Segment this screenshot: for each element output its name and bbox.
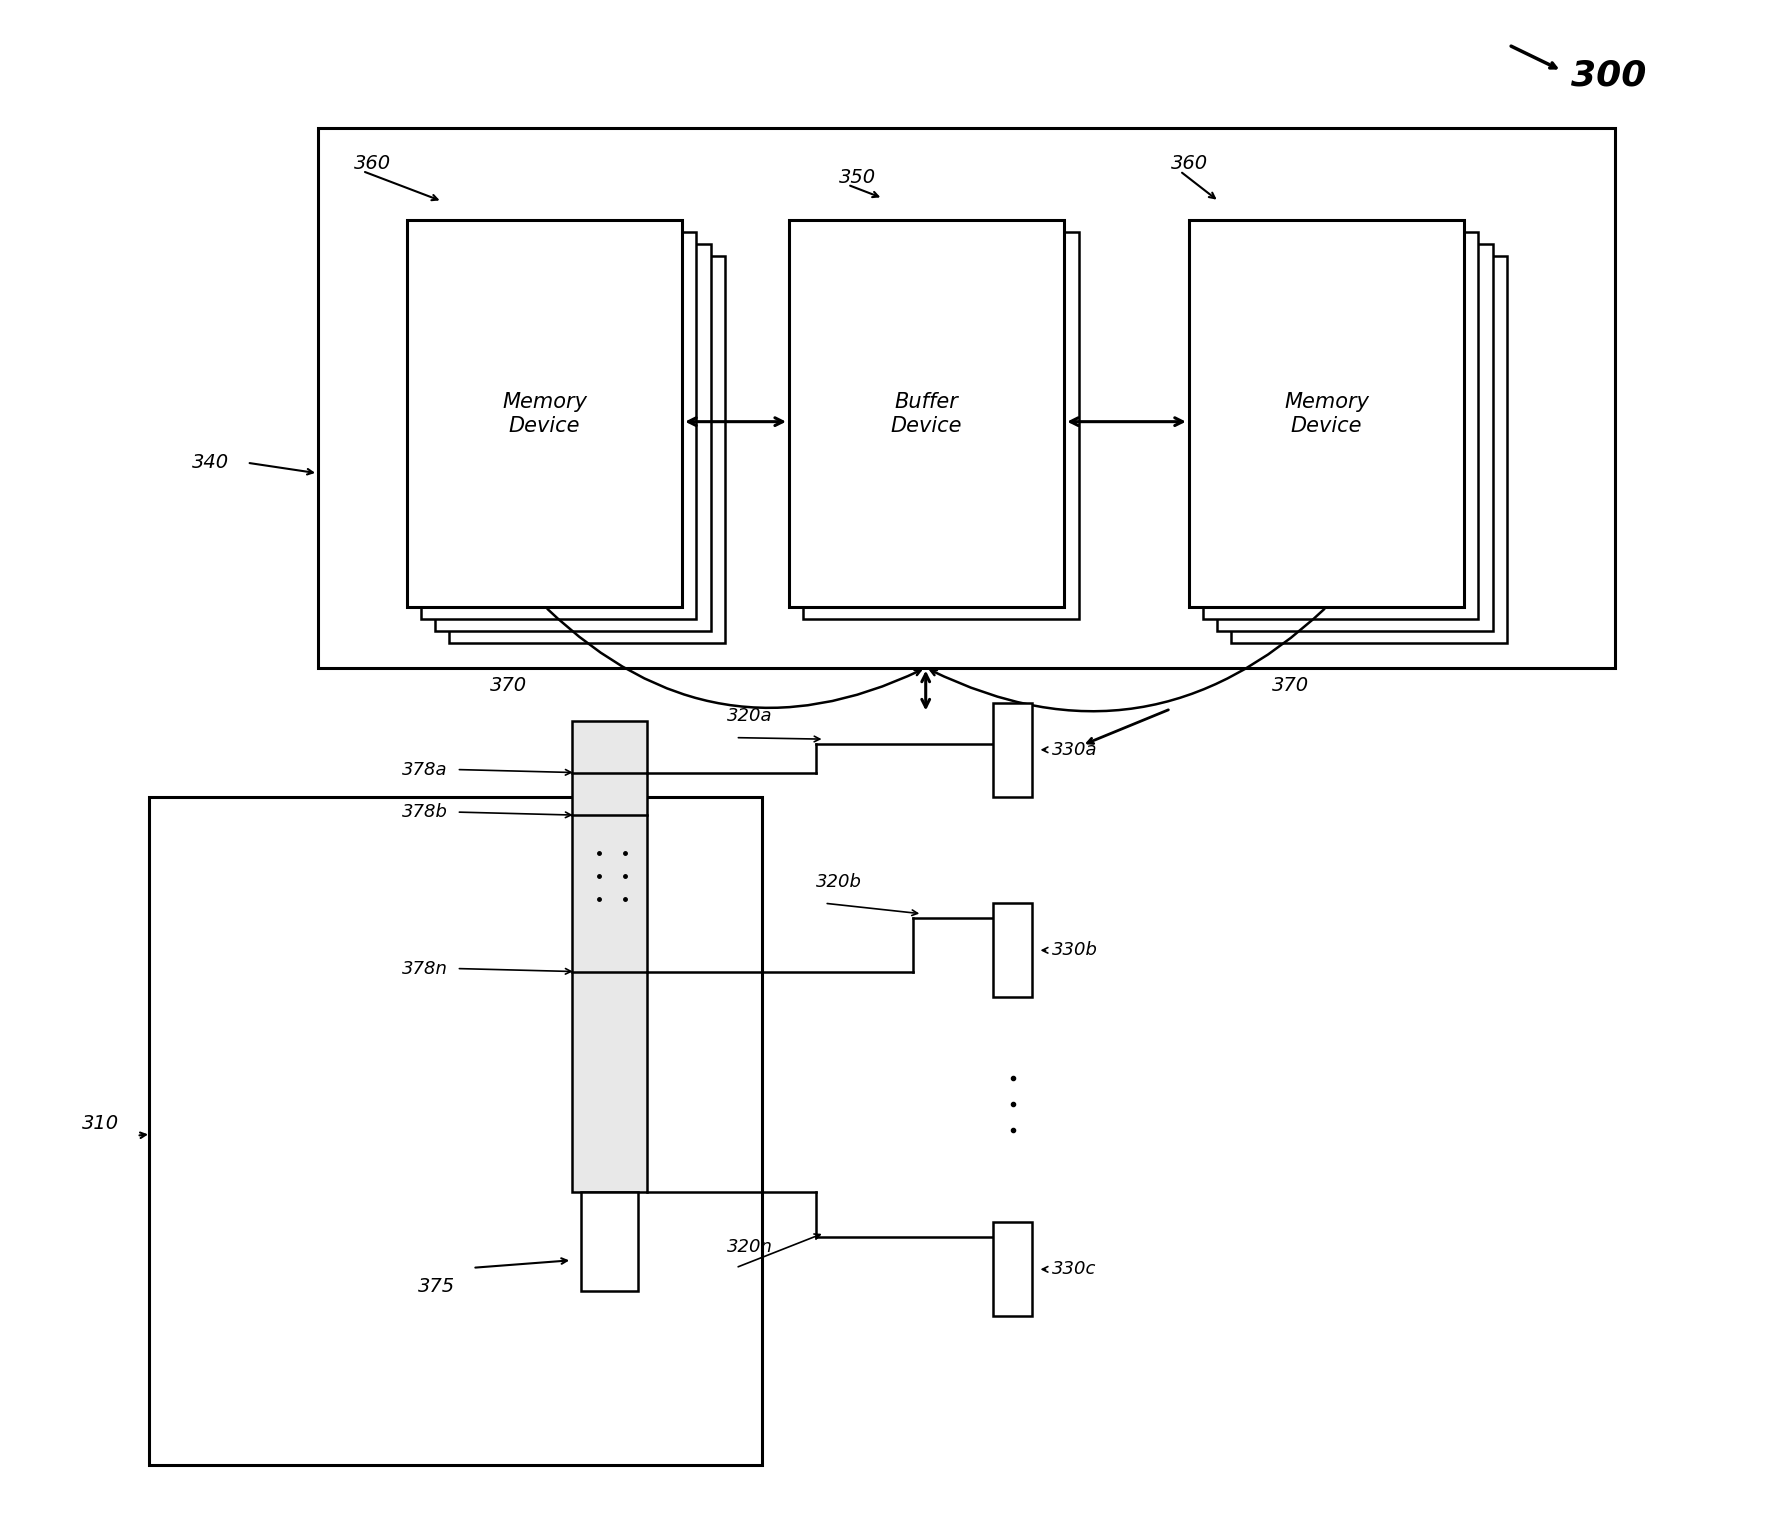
Bar	[149, 797, 763, 1466]
Text: 378n: 378n	[401, 960, 448, 978]
Bar	[802, 231, 1078, 619]
Text: 300: 300	[1571, 58, 1646, 92]
Text: Buffer
Device: Buffer Device	[890, 392, 962, 435]
Text: 350: 350	[838, 167, 876, 187]
Bar	[1204, 231, 1478, 619]
Text: 320n: 320n	[727, 1237, 772, 1256]
Text: Memory
Device: Memory Device	[1284, 392, 1368, 435]
Text: 310: 310	[82, 1114, 118, 1133]
Bar	[571, 721, 647, 1191]
Text: 378b: 378b	[401, 803, 448, 822]
Bar	[319, 129, 1615, 668]
Text: 360: 360	[353, 153, 390, 173]
Text: Memory
Device: Memory Device	[501, 392, 587, 435]
Bar	[421, 231, 697, 619]
Text: 375: 375	[417, 1277, 455, 1295]
Text: 330a: 330a	[1051, 740, 1098, 759]
Text: 378a: 378a	[403, 760, 448, 779]
Text: 320a: 320a	[727, 708, 772, 725]
Text: 320b: 320b	[815, 874, 861, 891]
Bar	[994, 702, 1032, 797]
Text: 370: 370	[1272, 676, 1309, 696]
Bar	[1218, 244, 1492, 632]
Text: 340: 340	[192, 454, 229, 472]
Bar	[994, 903, 1032, 998]
Bar	[450, 256, 725, 644]
Bar	[1189, 219, 1465, 607]
Text: 330c: 330c	[1051, 1260, 1096, 1279]
Bar	[435, 244, 711, 632]
Bar	[994, 1222, 1032, 1317]
Text: 370: 370	[491, 676, 527, 696]
Bar	[407, 219, 682, 607]
Bar	[580, 1191, 638, 1291]
Bar	[1232, 256, 1506, 644]
Bar	[788, 219, 1064, 607]
Text: 360: 360	[1171, 153, 1209, 173]
Text: 330b: 330b	[1051, 941, 1098, 960]
